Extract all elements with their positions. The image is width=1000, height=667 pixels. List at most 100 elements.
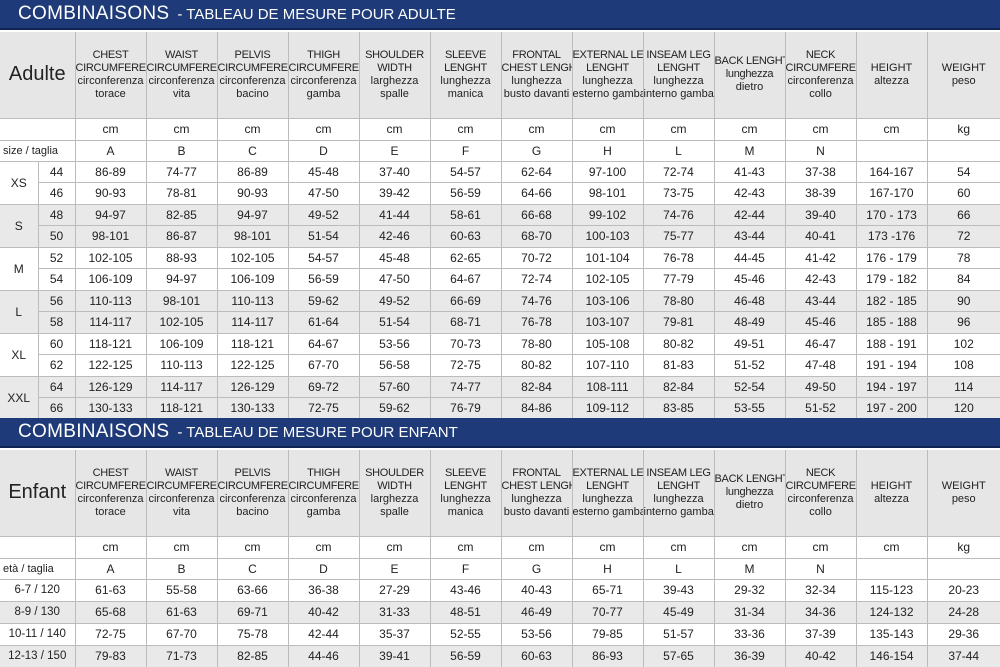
measure-value: 103-107 <box>572 311 644 334</box>
column-header-line: interno gamba <box>643 87 714 100</box>
measure-value: 37-39 <box>785 623 857 646</box>
measure-value: 45-49 <box>643 601 715 624</box>
measure-value: 58-61 <box>430 204 502 226</box>
column-header: THIGHCIRCUMFERENCEcirconferenzagamba <box>288 450 360 537</box>
measure-value: 37-38 <box>785 161 857 183</box>
measure-value: 70-77 <box>572 601 644 624</box>
measure-value: 118-121 <box>146 397 218 420</box>
measure-value: 82-85 <box>217 645 289 667</box>
measure-value: 51-52 <box>785 397 857 420</box>
measure-value: 96 <box>927 311 1000 334</box>
measure-letter: B <box>146 140 218 162</box>
measure-letter: C <box>217 558 289 580</box>
column-header-line: CIRCUMFERENCE <box>785 479 856 492</box>
adult-header-row: AdulteCHESTCIRCUMFERENCEcirconferenzator… <box>0 32 1000 119</box>
column-header: WAISTCIRCUMFERENCEcirconferenzavita <box>146 32 218 119</box>
column-header-line: circonferenza <box>148 74 215 87</box>
size-number: 62 <box>38 354 76 377</box>
column-header-line: CIRCUMFERENCE <box>785 61 856 74</box>
measure-letter: N <box>785 558 857 580</box>
measure-value: 106-109 <box>217 268 289 291</box>
measure-value: 107-110 <box>572 354 644 377</box>
measure-letter: L <box>643 558 715 580</box>
measure-value: 42-43 <box>785 268 857 291</box>
measure-value: 59-62 <box>288 290 360 312</box>
measure-value: 62-64 <box>501 161 573 183</box>
column-header: CHESTCIRCUMFERENCEcirconferenzatorace <box>75 32 147 119</box>
measure-value: 110-113 <box>217 290 289 312</box>
measure-value: 88-93 <box>146 247 218 269</box>
column-header-line: larghezza <box>370 74 419 87</box>
measure-value: 39-40 <box>785 204 857 226</box>
measure-value: 57-60 <box>359 376 431 398</box>
measure-value: 49-52 <box>288 204 360 226</box>
measure-value: 86-89 <box>217 161 289 183</box>
unit-cell: cm <box>785 536 857 559</box>
measure-value: 51-54 <box>359 311 431 334</box>
measure-value: 45-46 <box>714 268 786 291</box>
column-header: HEIGHT altezza <box>856 450 928 537</box>
measure-value: 53-56 <box>501 623 573 646</box>
measure-value: 56-59 <box>430 182 502 205</box>
measure-value: 32-34 <box>785 579 857 602</box>
size-group-label: S <box>0 204 39 248</box>
column-header: PELVISCIRCUMFERENCEcirconferenzabacino <box>217 32 289 119</box>
column-header-line: CIRCUMFERENCE <box>146 61 217 74</box>
column-header: THIGHCIRCUMFERENCEcirconferenzagamba <box>288 32 360 119</box>
measure-value: 170 - 173 <box>856 204 928 226</box>
measure-value: 66-68 <box>501 204 573 226</box>
column-header-line: peso <box>951 492 976 505</box>
column-header-line: peso <box>951 74 976 87</box>
measure-letter: M <box>714 558 786 580</box>
measure-value: 191 - 194 <box>856 354 928 377</box>
table-row: 6-7 / 120 61-63 55-58 63-66 36-38 27-29 43-46 4… <box>0 579 1000 602</box>
measure-value: 126-129 <box>75 376 147 398</box>
column-header-line: circonferenza <box>787 74 854 87</box>
column-header: WAISTCIRCUMFERENCEcirconferenzavita <box>146 450 218 537</box>
unit-cell: cm <box>572 118 644 141</box>
table-row: 62 122-125 110-113 122-125 67-70 56-58 72-75 80… <box>0 354 1000 377</box>
measure-value: 59-62 <box>359 397 431 420</box>
column-header: CHESTCIRCUMFERENCEcirconferenzatorace <box>75 450 147 537</box>
measure-letter: A <box>75 558 147 580</box>
measure-value: 64-67 <box>288 333 360 355</box>
column-header-line: lunghezza <box>440 74 491 87</box>
adult-size-label: size / taglia <box>0 140 76 162</box>
measure-value: 47-48 <box>785 354 857 377</box>
column-header-line: WEIGHT <box>941 61 986 74</box>
measure-value: 99-102 <box>572 204 644 226</box>
measure-value: 45-48 <box>359 247 431 269</box>
measure-letter: L <box>643 140 715 162</box>
column-header-line: torace <box>95 87 126 100</box>
measure-letter: D <box>288 140 360 162</box>
measure-value: 102 <box>927 333 1000 355</box>
measure-value: 63-66 <box>217 579 289 602</box>
measure-value: 66-69 <box>430 290 502 312</box>
measure-letter: F <box>430 140 502 162</box>
column-header-line: LENGHT <box>657 61 700 74</box>
column-header-line: lunghezza <box>582 492 633 505</box>
column-header: SHOULDER WIDTH larghezza spalle <box>359 450 431 537</box>
measure-value: 39-43 <box>643 579 715 602</box>
measure-letter <box>856 558 928 580</box>
adult-table-label: Adulte <box>0 32 76 119</box>
column-header-line: CHEST <box>92 466 129 479</box>
column-header-line: bacino <box>236 505 269 518</box>
measure-value: 54-57 <box>288 247 360 269</box>
adult-title: COMBINAISONS <box>18 3 170 24</box>
measure-letter: C <box>217 140 289 162</box>
measure-value: 72-75 <box>75 623 147 646</box>
column-header-line: SHOULDER <box>365 466 424 479</box>
column-header-line: CIRCUMFERENCE <box>288 61 359 74</box>
column-header-line: dietro <box>735 81 764 94</box>
measure-value: 167-170 <box>856 182 928 205</box>
measure-value: 75-78 <box>217 623 289 646</box>
measure-value: 130-133 <box>217 397 289 420</box>
table-row: 58 114-117 102-105 114-117 61-64 51-54 68-71 76… <box>0 311 1000 334</box>
measure-value: 24-28 <box>927 601 1000 624</box>
column-header-line: lunghezza <box>725 68 774 81</box>
measure-value: 118-121 <box>217 333 289 355</box>
measure-value: 77-79 <box>643 268 715 291</box>
measure-value: 76-78 <box>501 311 573 334</box>
